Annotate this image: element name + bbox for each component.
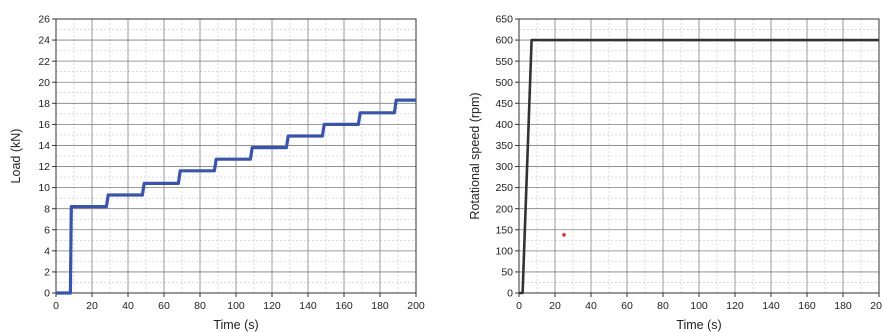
- x-tick-label: 140: [299, 300, 317, 312]
- x-tick-label: 80: [194, 300, 206, 312]
- y-tick-label: 350: [495, 140, 513, 152]
- x-tick-label: 200: [870, 300, 882, 312]
- y-tick-label: 4: [44, 245, 50, 257]
- y-tick-label: 18: [38, 98, 50, 110]
- y-tick-label: 450: [495, 98, 513, 110]
- y-tick-label: 500: [495, 77, 513, 89]
- x-tick-label: 40: [585, 300, 597, 312]
- y-tick-label: 150: [495, 224, 513, 236]
- y-tick-label: 250: [495, 182, 513, 194]
- rotational-speed-chart: 0 20 40 60 80 100 120 140 160 180 200 0 50 100 150 200 2…: [468, 14, 882, 332]
- series-line-0: [519, 38, 879, 295]
- y-axis-label: Load (kN): [9, 129, 23, 184]
- x-tick-label: 0: [516, 300, 522, 312]
- y-tick-label: 600: [495, 35, 513, 47]
- y-tick-label: 12: [38, 161, 50, 173]
- x-tick-label: 200: [407, 300, 425, 312]
- y-tick-label: 300: [495, 161, 513, 173]
- y-tick-label: 0: [44, 288, 50, 300]
- y-tick-label: 14: [38, 140, 50, 152]
- y-tick-label: 0: [507, 288, 513, 300]
- x-tick-label: 100: [227, 300, 245, 312]
- y-tick-label: 6: [44, 224, 50, 236]
- x-tick-label: 40: [122, 300, 134, 312]
- x-tick-label: 0: [53, 300, 59, 312]
- y-tick-label: 550: [495, 56, 513, 68]
- x-tick-label: 140: [762, 300, 780, 312]
- x-tick-label: 160: [798, 300, 816, 312]
- y-tick-label: 22: [38, 56, 50, 68]
- x-axis-label: Time (s): [676, 318, 721, 332]
- y-tick-label: 650: [495, 14, 513, 26]
- y-tick-label: 2: [44, 267, 50, 279]
- y-tick-label: 24: [38, 35, 50, 47]
- y-axis-label: Rotational speed (rpm): [468, 92, 482, 219]
- y-tick-label: 10: [38, 182, 50, 194]
- x-tick-label: 20: [549, 300, 561, 312]
- y-tick-label: 100: [495, 245, 513, 257]
- y-tick-label: 50: [501, 267, 513, 279]
- y-tick-label: 16: [38, 119, 50, 131]
- y-tick-label: 400: [495, 119, 513, 131]
- x-tick-label: 120: [726, 300, 744, 312]
- y-tick-label: 8: [44, 203, 50, 215]
- y-tick-label: 20: [38, 77, 50, 89]
- x-axis-label: Time (s): [213, 318, 258, 332]
- x-tick-label: 100: [690, 300, 708, 312]
- x-tick-label: 160: [335, 300, 353, 312]
- x-tick-label: 180: [371, 300, 389, 312]
- x-tick-label: 80: [657, 300, 669, 312]
- x-tick-label: 20: [86, 300, 98, 312]
- y-tick-label: 200: [495, 203, 513, 215]
- x-tick-label: 120: [263, 300, 281, 312]
- load-chart: 0 20 40 60 80 100 120 140 160 180 2000246810121416…: [9, 14, 425, 332]
- x-tick-label: 60: [158, 300, 170, 312]
- data-marker: [562, 233, 566, 237]
- x-tick-label: 60: [621, 300, 633, 312]
- x-tick-label: 180: [834, 300, 852, 312]
- y-tick-label: 26: [38, 14, 50, 26]
- series-line-0: [56, 98, 416, 295]
